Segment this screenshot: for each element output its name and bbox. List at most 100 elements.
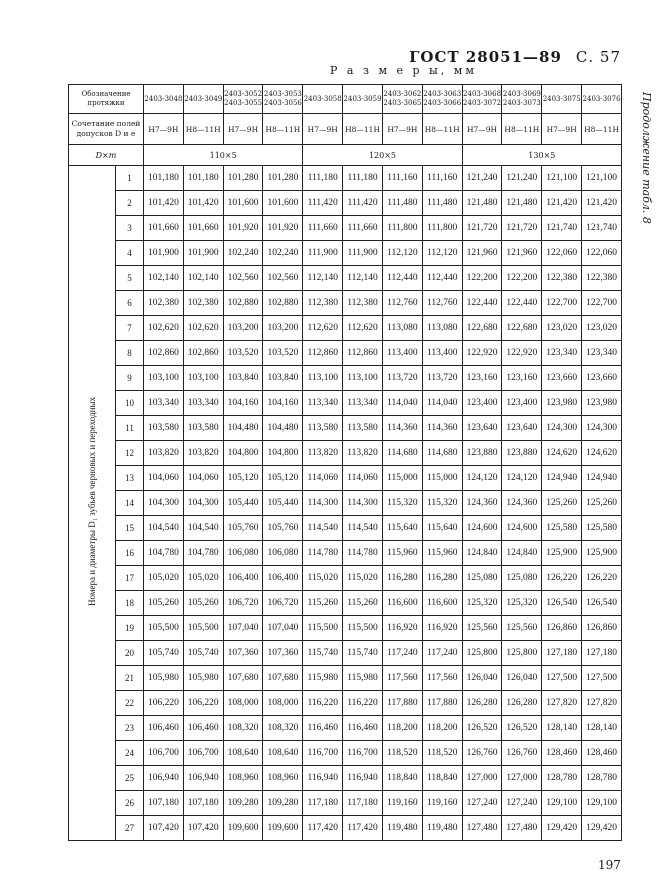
tooth-diameter: 123,160 [461,365,503,391]
tooth-diameter: 125,320 [461,590,503,616]
table-row: 21 105,980 105,980 107,680 107,680 115,980 115… [69,665,622,691]
tooth-diameter: 106,940 [182,765,224,791]
tooth-number: 24 [115,740,144,766]
table-row: 5 102,140 102,140 102,560 102,560 112,140 112,… [69,265,622,291]
tooth-diameter: 113,080 [381,315,423,341]
tooth-diameter: 111,180 [302,165,344,191]
column-tolerance: H7—9H [541,113,583,145]
tooth-diameter: 111,480 [421,190,463,216]
tooth-diameter: 123,660 [541,365,583,391]
tooth-diameter: 102,140 [143,265,184,291]
tooth-diameter: 127,000 [501,765,543,791]
tooth-diameter: 107,180 [182,790,224,816]
table-row: 27 107,420 107,420 109,600 109,600 117,420 117… [69,815,622,841]
tooth-diameter: 114,680 [381,440,423,466]
tooth-diameter: 104,300 [143,490,184,516]
tooth-diameter: 124,600 [461,515,503,541]
column-designation: 2403-3053 2403-3056 [262,84,304,114]
tooth-diameter: 108,000 [262,690,304,716]
tooth-diameter: 112,760 [381,290,423,316]
table-row: 22 106,220 106,220 108,000 108,000 116,220 116… [69,690,622,716]
tooth-diameter: 103,520 [262,340,304,366]
tooth-diameter: 102,620 [182,315,224,341]
tooth-diameter: 104,800 [262,440,304,466]
tooth-diameter: 112,860 [342,340,383,366]
tooth-diameter: 111,900 [342,240,383,266]
standard-number: ГОСТ 28051—89 [409,48,562,66]
tooth-diameter: 115,000 [381,465,423,491]
tooth-diameter: 126,520 [501,715,543,741]
tooth-diameter: 123,340 [541,340,583,366]
tooth-diameter: 112,140 [302,265,344,291]
tooth-diameter: 125,900 [581,540,622,566]
column-tolerance: H8—11H [421,113,463,145]
tooth-diameter: 103,820 [143,440,184,466]
table-row: 15 104,540 104,540 105,760 105,760 114,540 114… [69,515,622,541]
tooth-diameter: 116,700 [302,740,344,766]
tooth-diameter: 112,760 [421,290,463,316]
tooth-diameter: 113,400 [421,340,463,366]
tooth-diameter: 111,420 [302,190,344,216]
tooth-diameter: 108,640 [222,740,264,766]
table-row: 25 106,940 106,940 108,960 108,960 116,940 116… [69,765,622,791]
column-designation: 2403-3052 2403-3055 [222,84,264,114]
tooth-number: 10 [115,390,144,416]
column-designation: 2403-3048 [143,84,184,114]
tooth-diameter: 115,020 [302,565,344,591]
tooth-number: 9 [115,365,144,391]
tooth-diameter: 121,480 [501,190,543,216]
tooth-diameter: 103,200 [262,315,304,341]
tooth-diameter: 105,500 [143,615,184,641]
tooth-diameter: 126,540 [581,590,622,616]
tooth-diameter: 121,100 [541,165,583,191]
tooth-diameter: 123,640 [501,415,543,441]
column-tolerance: H7—9H [143,113,184,145]
tooth-diameter: 125,580 [581,515,622,541]
tooth-diameter: 101,660 [182,215,224,241]
tooth-diameter: 102,560 [222,265,264,291]
tooth-diameter: 127,500 [541,665,583,691]
tooth-diameter: 114,360 [421,415,463,441]
tooth-diameter: 112,440 [421,265,463,291]
tooth-diameter: 129,100 [541,790,583,816]
tooth-diameter: 107,180 [143,790,184,816]
table-row: 9 103,100 103,100 103,840 103,840 113,100 113,… [69,365,622,391]
tooth-diameter: 103,820 [182,440,224,466]
tooth-diameter: 117,180 [342,790,383,816]
tooth-diameter: 121,100 [581,165,622,191]
tooth-diameter: 106,400 [262,565,304,591]
tooth-diameter: 113,580 [302,415,344,441]
tooth-diameter: 116,600 [421,590,463,616]
tooth-diameter: 121,740 [581,215,622,241]
tooth-diameter: 104,160 [222,390,264,416]
tooth-diameter: 119,480 [381,815,423,841]
tooth-diameter: 113,340 [302,390,344,416]
tooth-diameter: 122,440 [501,290,543,316]
tooth-diameter: 102,860 [143,340,184,366]
tooth-diameter: 111,660 [342,215,383,241]
tooth-diameter: 106,220 [182,690,224,716]
tooth-number: 15 [115,515,144,541]
tooth-diameter: 126,760 [501,740,543,766]
tooth-diameter: 115,640 [381,515,423,541]
tooth-diameter: 125,900 [541,540,583,566]
tooth-diameter: 106,080 [222,540,264,566]
tooth-number: 21 [115,665,144,691]
tooth-diameter: 101,600 [262,190,304,216]
tooth-diameter: 117,240 [421,640,463,666]
tooth-diameter: 117,560 [381,665,423,691]
tooth-diameter: 108,960 [222,765,264,791]
table-row: 26 107,180 107,180 109,280 109,280 117,180 117… [69,790,622,816]
tooth-diameter: 104,480 [262,415,304,441]
tooth-diameter: 113,100 [302,365,344,391]
tolerance-label: Сочетание полей допусков D и e [68,113,144,145]
tooth-diameter: 116,460 [342,715,383,741]
table-row: Номера и диаметры D₁ зубьев черновых и п… [68,165,622,841]
tooth-diameter: 105,980 [143,665,184,691]
tooth-diameter: 123,400 [501,390,543,416]
tooth-diameter: 102,560 [262,265,304,291]
table-row: 10 103,340 103,340 104,160 104,160 113,340 113… [69,390,622,416]
tooth-diameter: 107,420 [182,815,224,841]
tooth-diameter: 116,220 [302,690,344,716]
tooth-number: 27 [115,815,144,841]
